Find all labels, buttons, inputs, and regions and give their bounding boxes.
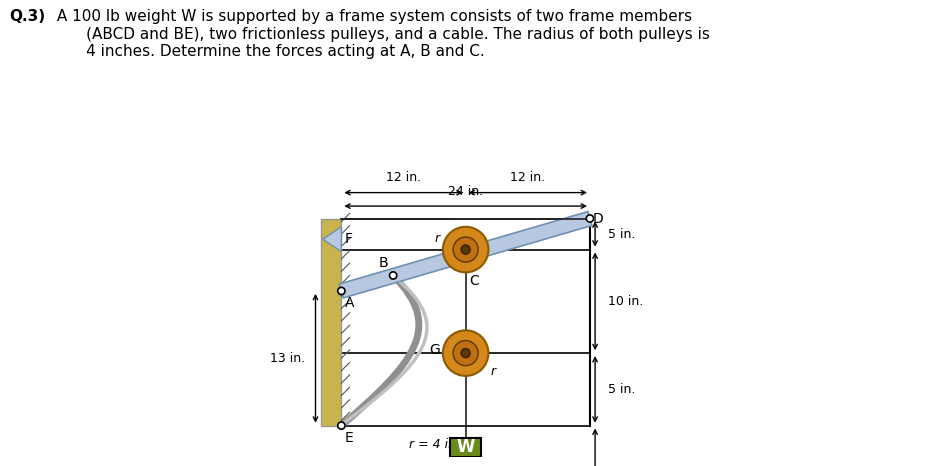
- Text: E: E: [345, 431, 353, 445]
- Text: 5 in.: 5 in.: [607, 383, 635, 396]
- Text: 10 in.: 10 in.: [607, 295, 643, 308]
- Text: 24 in.: 24 in.: [448, 185, 484, 198]
- Text: A: A: [345, 296, 354, 310]
- Circle shape: [389, 272, 397, 279]
- Text: F: F: [345, 232, 352, 246]
- Text: 5 in.: 5 in.: [607, 227, 635, 240]
- Text: Q.3): Q.3): [10, 9, 46, 24]
- Text: r = 4 in.: r = 4 in.: [409, 438, 460, 451]
- Text: 12 in.: 12 in.: [386, 171, 421, 185]
- Text: G: G: [429, 343, 440, 357]
- Circle shape: [338, 288, 345, 295]
- Text: A 100 lb weight W is supported by a frame system consists of two frame members
 : A 100 lb weight W is supported by a fram…: [52, 9, 710, 59]
- Circle shape: [461, 349, 470, 358]
- Circle shape: [338, 422, 345, 429]
- Text: 13 in.: 13 in.: [270, 352, 306, 365]
- Text: C: C: [468, 274, 479, 288]
- Text: r: r: [435, 232, 440, 245]
- Bar: [321, 219, 342, 425]
- Bar: [450, 438, 481, 457]
- Text: 12 in.: 12 in.: [510, 171, 545, 185]
- Circle shape: [453, 237, 478, 262]
- Polygon shape: [339, 212, 592, 298]
- Circle shape: [443, 227, 488, 272]
- Text: W: W: [456, 439, 475, 456]
- Text: D: D: [593, 212, 604, 226]
- Circle shape: [461, 245, 470, 254]
- Text: r: r: [490, 364, 496, 377]
- Polygon shape: [323, 227, 342, 252]
- Circle shape: [443, 330, 488, 376]
- Circle shape: [453, 341, 478, 366]
- Text: B: B: [378, 256, 388, 270]
- Circle shape: [586, 215, 593, 222]
